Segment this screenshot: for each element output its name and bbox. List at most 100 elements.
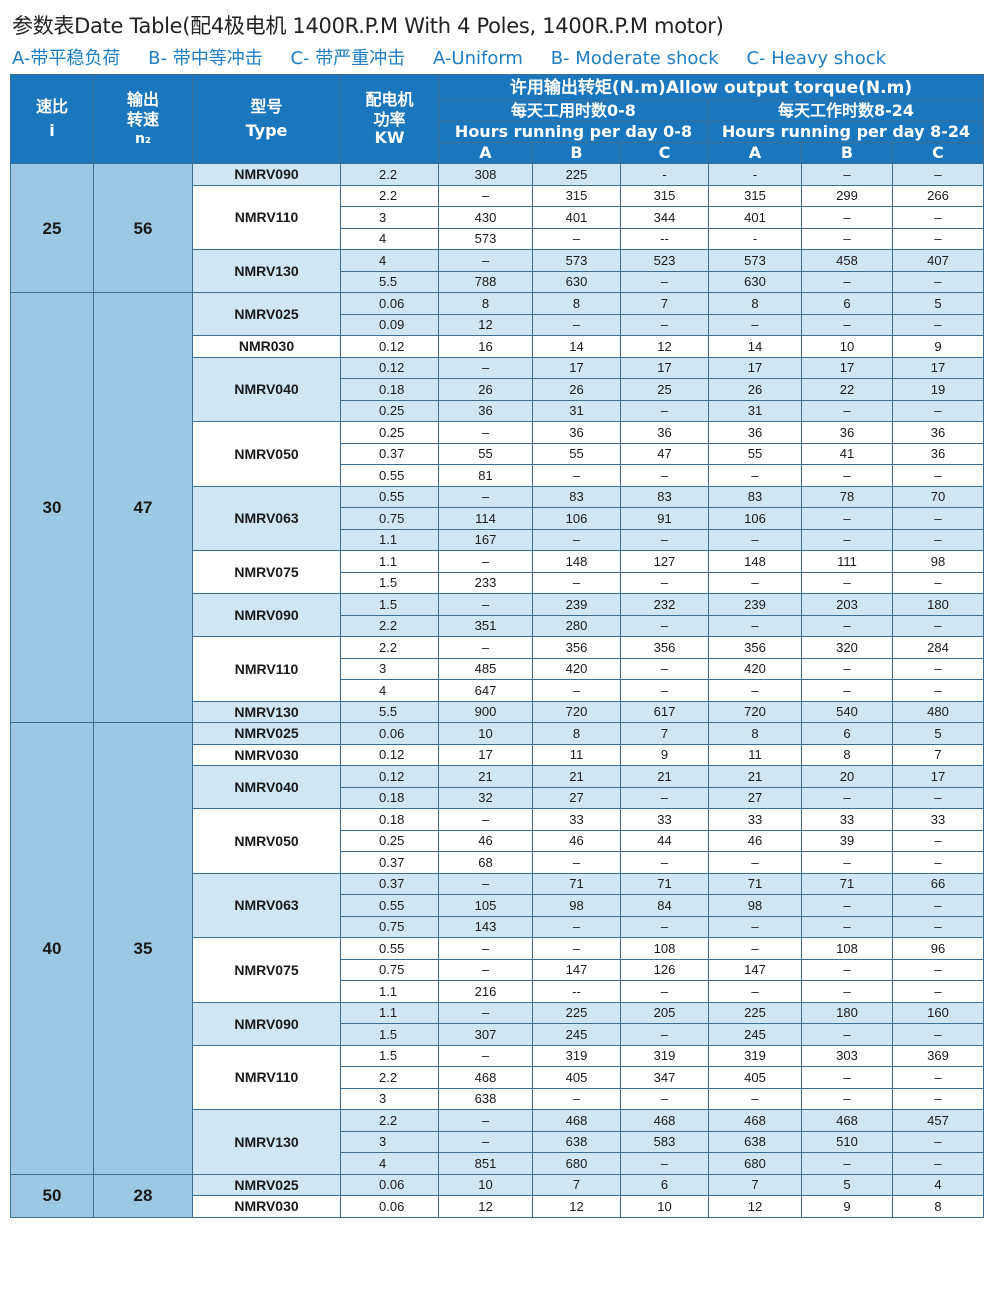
power-cell: 1.1 [340, 550, 439, 573]
torque-cell: 83 [620, 485, 709, 508]
torque-cell: – [892, 507, 984, 530]
torque-cell: 319 [620, 1044, 709, 1067]
table-row: NMRV050 0.25–36 36 36 36 36 [11, 421, 984, 487]
torque-cell: 19 [892, 378, 984, 401]
table-row: 0.55 81– – – – – [11, 464, 984, 487]
torque-cell: 468 [708, 1109, 802, 1132]
torque-cell: – [708, 313, 802, 336]
torque-cell: – [438, 550, 533, 573]
power-cell: 0.12 [340, 356, 439, 379]
torque-cell: 46 [708, 829, 802, 852]
model-type-cell: NMRV050 [192, 808, 341, 874]
torque-cell: – [801, 679, 893, 702]
torque-cell: – [532, 464, 621, 487]
torque-cell: 5 [892, 722, 984, 745]
torque-cell: 33 [892, 808, 984, 831]
torque-cell: 147 [532, 958, 621, 981]
torque-cell: 9 [801, 1195, 893, 1218]
torque-cell: – [892, 1130, 984, 1153]
table-row: 0.18 26 26 25 26 22 19 [11, 378, 984, 401]
torque-cell: – [620, 571, 709, 594]
model-type-cell: NMRV050 [192, 421, 341, 487]
torque-cell: – [438, 937, 533, 960]
torque-cell: 21 [708, 765, 802, 788]
torque-cell: – [532, 1087, 621, 1110]
speed-cell: 35 [93, 722, 193, 1175]
torque-cell: – [801, 1087, 893, 1110]
torque-cell: 523 [620, 249, 709, 272]
table-row: 3 638– – – – – [11, 1087, 984, 1110]
torque-cell: 81 [438, 464, 533, 487]
model-type-cell: NMRV130 [192, 700, 341, 723]
torque-cell: 26 [532, 378, 621, 401]
torque-cell: 5 [892, 292, 984, 315]
torque-cell: – [892, 227, 984, 250]
torque-cell: 405 [708, 1066, 802, 1089]
torque-cell: - [708, 163, 802, 186]
torque-cell: 344 [620, 206, 709, 229]
torque-cell: – [438, 249, 533, 272]
power-cell: 0.75 [340, 507, 439, 530]
torque-cell: 239 [532, 593, 621, 616]
torque-cell: – [708, 679, 802, 702]
torque-cell: 17 [438, 743, 533, 766]
torque-cell: 17 [892, 356, 984, 379]
torque-cell: – [438, 872, 533, 895]
torque-cell: – [532, 571, 621, 594]
period-0-8-cn: 每天工用时数0-8 [438, 100, 709, 122]
torque-cell: – [438, 593, 533, 616]
torque-cell: 12 [620, 335, 709, 358]
model-type-cell: NMRV110 [192, 636, 341, 702]
torque-cell: – [708, 1087, 802, 1110]
torque-cell: – [620, 679, 709, 702]
torque-cell: 25 [620, 378, 709, 401]
power-cell: 0.25 [340, 829, 439, 852]
torque-cell: 36 [620, 421, 709, 444]
torque-cell: 126 [620, 958, 709, 981]
page-title: 参数表Date Table(配4极电机 1400R.P.M With 4 Pol… [12, 14, 724, 38]
torque-cell: 84 [620, 894, 709, 917]
torque-cell: 44 [620, 829, 709, 852]
torque-cell: 17 [532, 356, 621, 379]
table-row: NMRV030 0.12 17 11 9 11 8 7 [11, 743, 984, 766]
torque-cell: – [892, 614, 984, 637]
torque-cell: 105 [438, 894, 533, 917]
torque-cell: 160 [892, 1001, 984, 1024]
torque-cell: 851 [438, 1152, 533, 1175]
torque-cell: 33 [532, 808, 621, 831]
power-cell: 4 [340, 227, 439, 250]
torque-cell: 7 [532, 1173, 621, 1196]
torque-cell: 8 [892, 1195, 984, 1218]
torque-cell: – [620, 464, 709, 487]
torque-cell: – [892, 915, 984, 938]
torque-cell: 46 [532, 829, 621, 852]
torque-cell: 468 [532, 1109, 621, 1132]
power-cell: 3 [340, 1087, 439, 1110]
model-type-cell: NMRV130 [192, 1109, 341, 1175]
torque-cell: 225 [532, 163, 621, 186]
torque-cell: – [892, 980, 984, 1003]
torque-cell: 510 [801, 1130, 893, 1153]
torque-cell: – [892, 528, 984, 551]
torque-cell: -- [620, 227, 709, 250]
col-b-0-8: B [532, 142, 621, 164]
torque-cell: 319 [532, 1044, 621, 1067]
torque-cell: 106 [708, 507, 802, 530]
torque-cell: – [892, 1087, 984, 1110]
torque-cell: 12 [532, 1195, 621, 1218]
torque-cell: 7 [708, 1173, 802, 1196]
torque-cell: 14 [708, 335, 802, 358]
torque-cell: 41 [801, 442, 893, 465]
model-type-cell: NMRV030 [192, 1195, 341, 1218]
torque-cell: 39 [801, 829, 893, 852]
speed-header: 输出 转速 n₂ [93, 74, 193, 164]
torque-cell: 245 [532, 1023, 621, 1046]
torque-cell: – [620, 915, 709, 938]
torque-cell: 71 [801, 872, 893, 895]
torque-cell: 5 [801, 1173, 893, 1196]
table-row: 0.18 32 27–27– – [11, 786, 984, 809]
torque-cell: 280 [532, 614, 621, 637]
power-cell: 0.37 [340, 872, 439, 895]
torque-cell: 232 [620, 593, 709, 616]
torque-cell: – [532, 851, 621, 874]
